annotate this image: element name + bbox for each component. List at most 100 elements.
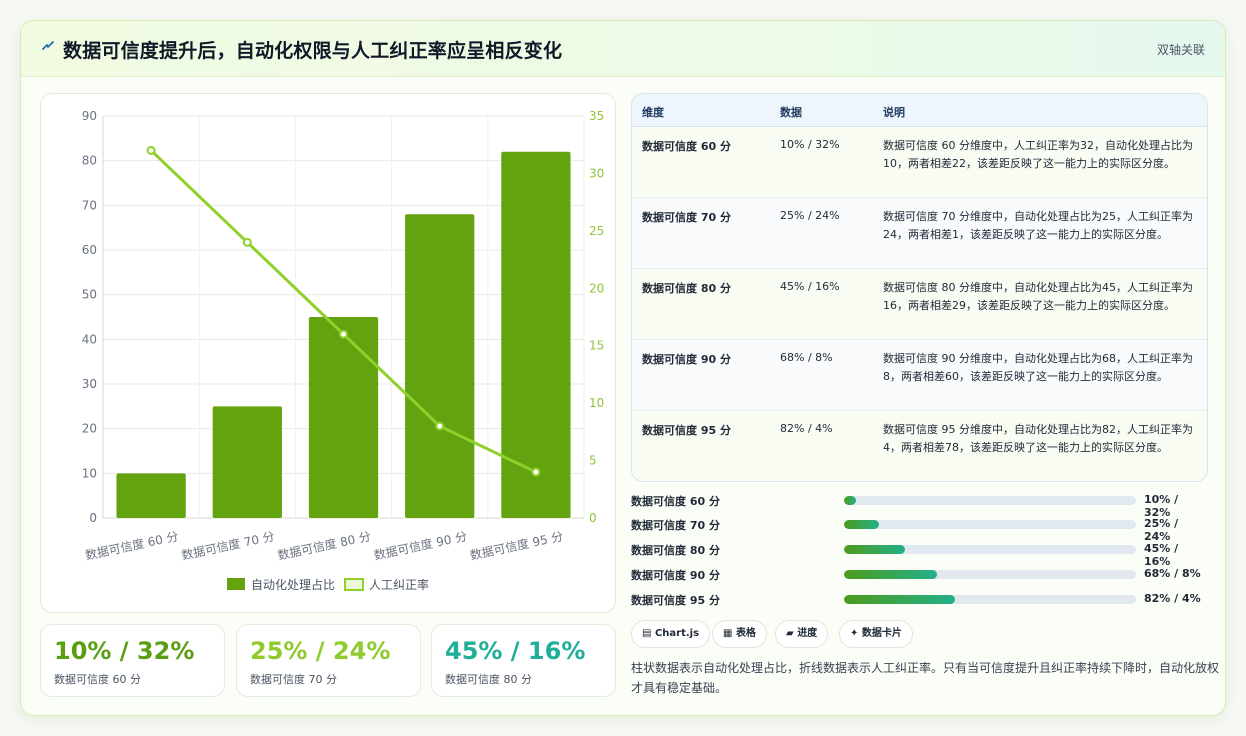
progress-track xyxy=(844,496,1136,505)
y-left-tick-label: 90 xyxy=(82,109,97,123)
y-right-tick-label: 35 xyxy=(589,109,604,123)
progress-fill xyxy=(844,570,938,579)
lightning-icon xyxy=(42,41,54,50)
progress-fill xyxy=(844,595,955,604)
data-table: 维度 数据 说明 数据可信度 60 分 10% / 32% 数据可信度 60 分… xyxy=(631,93,1208,482)
progress-track xyxy=(844,520,1136,529)
y-left-tick-label: 50 xyxy=(82,288,97,302)
column-header: 数据 xyxy=(780,106,802,119)
kpi-label: 数据可信度 80 分 xyxy=(445,673,532,686)
progress-value: 82% / 4% xyxy=(1144,592,1201,605)
progress-row: 数据可信度 90 分 68% / 8% xyxy=(631,565,1208,585)
x-tick-label: 数据可信度 70 分 xyxy=(180,528,276,562)
progress-fill xyxy=(844,545,906,554)
cell-description: 数据可信度 60 分维度中，人工纠正率为32，自动化处理占比为10，两者相差22… xyxy=(883,139,1193,170)
kpi-label: 数据可信度 70 分 xyxy=(250,673,337,686)
table-row: 数据可信度 70 分 25% / 24% 数据可信度 70 分维度中，自动化处理… xyxy=(632,198,1207,269)
kpi-card: 45% / 16% 数据可信度 80 分 xyxy=(431,624,616,697)
table-row: 数据可信度 80 分 45% / 16% 数据可信度 80 分维度中，自动化处理… xyxy=(632,269,1207,340)
y-left-tick-label: 10 xyxy=(82,466,97,480)
progress-label: 数据可信度 80 分 xyxy=(631,544,720,557)
kpi-value: 25% / 24% xyxy=(250,637,391,665)
progress-value: 45% / 16% xyxy=(1144,542,1179,568)
header-tag: 双轴关联 xyxy=(1156,43,1205,57)
progress-row: 数据可信度 80 分 45% / 16% xyxy=(631,540,1208,568)
chart-note: 柱状数据表示自动化处理占比，折线数据表示人工纠正率。只有当可信度提升且纠正率持续… xyxy=(631,661,1220,695)
chip-table[interactable]: ▦ 表格 xyxy=(712,620,767,648)
cell-data: 10% / 32% xyxy=(780,138,840,151)
chip-label: Chart.js xyxy=(654,628,700,639)
cell-dimension: 数据可信度 70 分 xyxy=(642,211,731,224)
bar xyxy=(308,317,379,518)
progress-row: 数据可信度 60 分 10% / 32% xyxy=(631,491,1208,519)
legend-label: 自动化处理占比 xyxy=(251,577,335,592)
x-tick-label: 数据可信度 95 分 xyxy=(469,528,565,562)
table-row: 数据可信度 90 分 68% / 8% 数据可信度 90 分维度中，自动化处理占… xyxy=(632,340,1207,411)
cell-data: 68% / 8% xyxy=(780,351,833,364)
bar xyxy=(116,473,186,518)
column-header: 说明 xyxy=(883,106,905,119)
progress-value: 10% / 32% xyxy=(1144,493,1179,519)
dashboard-card: 数据可信度提升后，自动化权限与人工纠正率应呈相反变化 双轴关联 0 10 20 30 4… xyxy=(20,20,1226,716)
cell-description: 数据可信度 80 分维度中，自动化处理占比为45，人工纠正率为16，两者相差29… xyxy=(883,281,1193,312)
chip-progress[interactable]: ▰ 进度 xyxy=(775,620,829,648)
progress-icon: ▰ xyxy=(786,628,794,639)
y-left-tick-label: 60 xyxy=(82,243,97,257)
progress-label: 数据可信度 90 分 xyxy=(631,569,720,582)
progress-value: 68% / 8% xyxy=(1144,567,1201,580)
x-tick-label: 数据可信度 60 分 xyxy=(84,528,180,562)
header: 数据可信度提升后，自动化权限与人工纠正率应呈相反变化 双轴关联 xyxy=(21,21,1225,77)
progress-fill xyxy=(844,520,880,529)
line-point xyxy=(531,467,541,477)
line-point xyxy=(242,237,252,247)
progress-list: 数据可信度 60 分 10% / 32% 数据可信度 70 分 25% / 24… xyxy=(631,491,1208,611)
kpi-cards: 10% / 32% 数据可信度 60 分 25% / 24% 数据可信度 70 … xyxy=(40,624,616,697)
bar xyxy=(405,214,475,518)
table-header: 维度 数据 说明 xyxy=(632,94,1207,127)
y-right-tick-label: 0 xyxy=(589,511,597,525)
kpi-card: 10% / 32% 数据可信度 60 分 xyxy=(40,624,225,697)
progress-label: 数据可信度 95 分 xyxy=(631,594,720,607)
cell-dimension: 数据可信度 95 分 xyxy=(642,424,731,437)
legend-label: 人工纠正率 xyxy=(369,577,429,592)
y-left-tick-label: 30 xyxy=(82,377,97,391)
legend-swatch-line xyxy=(344,578,364,591)
kpi-card: 25% / 24% 数据可信度 70 分 xyxy=(236,624,421,697)
line-point xyxy=(146,145,156,155)
y-right-tick-label: 5 xyxy=(589,454,597,468)
cell-data: 45% / 16% xyxy=(780,280,840,293)
progress-row: 数据可信度 95 分 82% / 4% xyxy=(631,590,1208,610)
line-point xyxy=(435,421,445,431)
cell-data: 25% / 24% xyxy=(780,209,840,222)
combo-chart: 0 10 20 30 40 50 60 70 80 90 0 5 10 15 20 25 30 35 数据可信度 6… xyxy=(82,109,605,592)
y-right-tick-label: 30 xyxy=(589,166,604,180)
chip-data-card[interactable]: ✦ 数据卡片 xyxy=(839,620,913,648)
column-header: 维度 xyxy=(642,106,664,119)
y-left-tick-label: 20 xyxy=(82,422,97,436)
cell-data: 82% / 4% xyxy=(780,422,833,435)
x-tick-label: 数据可信度 90 分 xyxy=(372,528,468,562)
y-right-tick-label: 25 xyxy=(589,224,604,238)
y-right-tick-label: 20 xyxy=(589,281,604,295)
bar xyxy=(212,406,282,518)
sparkle-icon: ✦ xyxy=(850,628,859,639)
page-title: 数据可信度提升后，自动化权限与人工纠正率应呈相反变化 xyxy=(63,40,563,62)
chart-panel: 0 10 20 30 40 50 60 70 80 90 0 5 10 15 20 25 30 35 数据可信度 6… xyxy=(40,93,616,613)
cell-dimension: 数据可信度 60 分 xyxy=(642,140,731,153)
chip-label: 表格 xyxy=(735,628,756,639)
chip-label: 进度 xyxy=(797,628,818,639)
cell-description: 数据可信度 70 分维度中，自动化处理占比为25，人工纠正率为24，两者相差1，… xyxy=(883,210,1193,241)
kpi-label: 数据可信度 60 分 xyxy=(54,673,141,686)
cell-dimension: 数据可信度 80 分 xyxy=(642,282,731,295)
y-left-tick-label: 0 xyxy=(89,511,97,525)
kpi-value: 10% / 32% xyxy=(54,637,195,665)
chip-chartjs[interactable]: ▤ Chart.js xyxy=(631,620,711,648)
legend-swatch-bar xyxy=(227,578,245,590)
y-left-tick-label: 40 xyxy=(82,332,97,346)
table-icon: ▦ xyxy=(723,628,733,639)
cell-description: 数据可信度 90 分维度中，自动化处理占比为68，人工纠正率为8，两者相差60，… xyxy=(883,352,1193,383)
progress-label: 数据可信度 70 分 xyxy=(631,519,720,532)
y-left-tick-label: 70 xyxy=(82,198,97,212)
y-right-tick-label: 15 xyxy=(589,339,604,353)
progress-row: 数据可信度 70 分 25% / 24% xyxy=(631,515,1208,543)
